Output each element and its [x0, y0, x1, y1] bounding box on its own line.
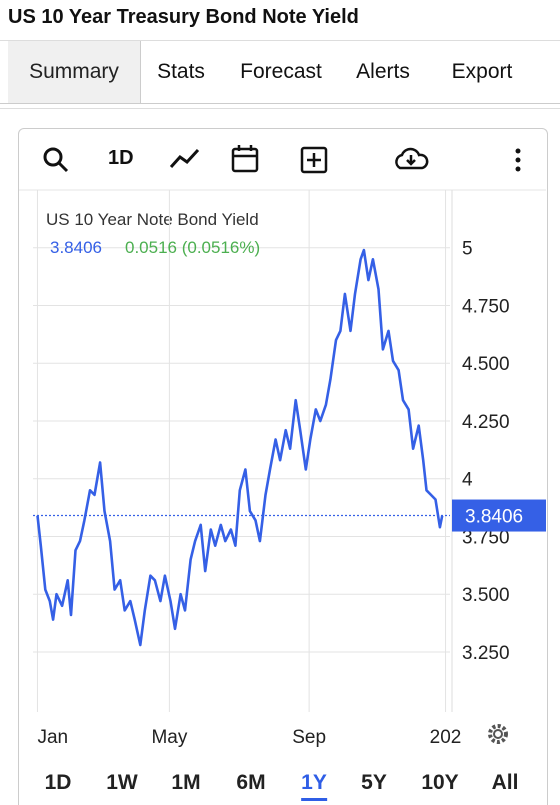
range-button[interactable]: 1D	[44, 771, 72, 794]
last-value-label: 3.8406	[465, 507, 523, 528]
y-tick-label: 4	[462, 470, 473, 491]
y-tick-label: 3.750	[462, 527, 510, 548]
tab[interactable]: Export	[451, 60, 513, 83]
range-button[interactable]: 1W	[106, 771, 138, 794]
tab[interactable]: Forecast	[240, 60, 322, 83]
range-button[interactable]: 1Y	[301, 768, 327, 801]
x-tick-label: Jan	[37, 727, 68, 748]
range-button[interactable]: 6M	[236, 771, 266, 794]
grid	[33, 190, 450, 712]
x-tick-label: 202	[430, 727, 462, 748]
x-tick-label: Sep	[292, 727, 326, 748]
divider	[0, 108, 560, 109]
legend-title: US 10 Year Note Bond Yield	[46, 210, 259, 229]
y-tick-label: 5	[462, 239, 473, 260]
y-tick-label: 4.750	[462, 296, 510, 317]
search-icon[interactable]	[43, 147, 69, 173]
calendar-icon[interactable]	[231, 145, 259, 173]
range-button[interactable]: 10Y	[421, 771, 459, 794]
range-button[interactable]: 5Y	[361, 771, 387, 794]
y-tick-label: 4.250	[462, 412, 510, 433]
indicator-icon[interactable]	[169, 148, 200, 169]
tab[interactable]: Alerts	[356, 60, 410, 83]
settings-icon[interactable]	[488, 724, 508, 744]
chart-card	[18, 128, 548, 805]
tab[interactable]: Stats	[157, 60, 205, 83]
y-tick-label: 3.250	[462, 643, 510, 664]
last-value-box	[452, 499, 546, 532]
download-icon[interactable]	[395, 147, 429, 170]
menu-icon[interactable]	[515, 148, 521, 172]
tab[interactable]: Summary	[8, 41, 141, 103]
legend-value: 3.8406	[50, 238, 102, 257]
line-series	[36, 248, 444, 647]
interval-button[interactable]: 1D	[108, 147, 134, 169]
range-button[interactable]: 1M	[171, 771, 201, 794]
x-tick-label: May	[151, 727, 187, 748]
y-tick-label: 3.500	[462, 585, 510, 606]
add-icon[interactable]	[300, 146, 328, 174]
page-title: US 10 Year Treasury Bond Note Yield	[8, 6, 359, 28]
tab-bar: Summary Stats Forecast Alerts Export	[0, 40, 560, 104]
range-button[interactable]: All	[491, 771, 519, 794]
y-tick-label: 4.500	[462, 354, 510, 375]
legend-change: 0.0516 (0.0516%)	[125, 238, 260, 257]
